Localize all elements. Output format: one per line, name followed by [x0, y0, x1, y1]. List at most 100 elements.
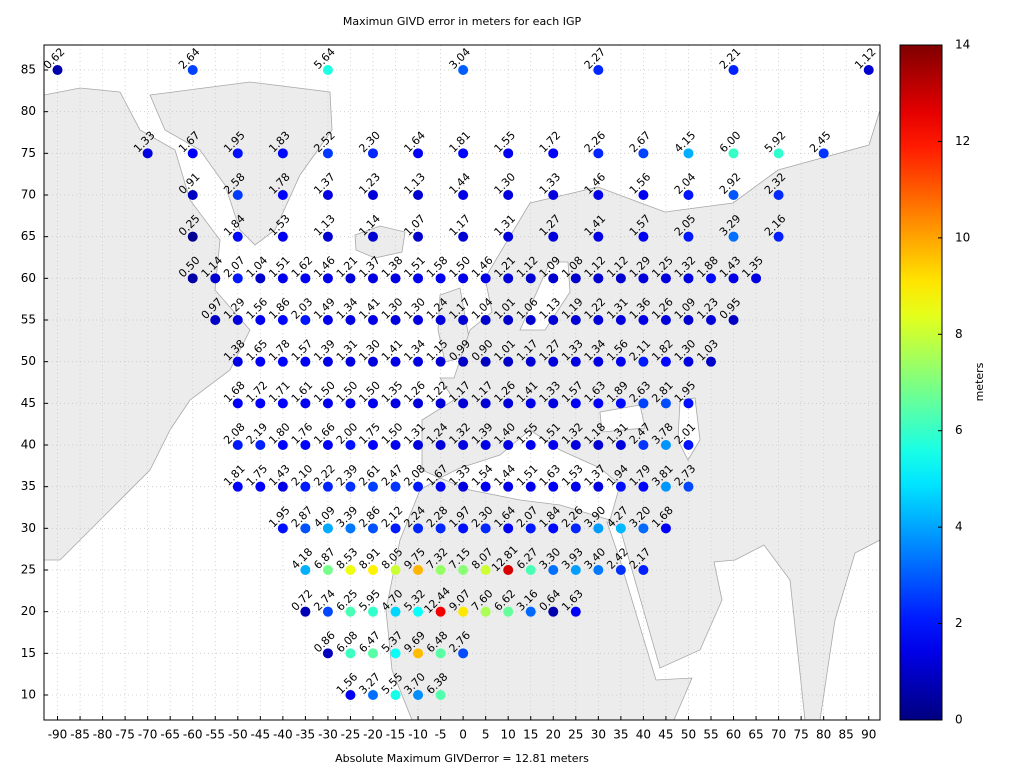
igp-point: [683, 398, 694, 409]
igp-point: [548, 190, 559, 200]
igp-point: [548, 315, 559, 325]
y-tick-label: 85: [21, 63, 36, 77]
x-tick-label: -30: [318, 728, 338, 742]
igp-point: [367, 481, 378, 492]
igp-point: [345, 690, 356, 700]
igp-point: [277, 190, 288, 200]
igp-point: [593, 523, 604, 534]
black-sea: [599, 404, 646, 433]
igp-point: [322, 398, 333, 409]
x-tick-label: -85: [70, 728, 90, 742]
x-tick-label: 20: [546, 728, 561, 742]
igp-point: [232, 440, 243, 450]
igp-point: [480, 565, 491, 575]
x-tick-label: -80: [93, 728, 113, 742]
igp-point: [413, 273, 424, 284]
x-tick-label: 85: [839, 728, 854, 742]
igp-point: [367, 440, 378, 450]
igp-point: [322, 190, 333, 200]
colorbar-tick-label: 10: [955, 230, 970, 244]
igp-point: [435, 648, 446, 659]
igp-point: [728, 273, 739, 284]
x-tick-label: -15: [386, 728, 406, 742]
igp-point: [322, 565, 333, 575]
igp-point: [548, 523, 559, 534]
igp-point: [255, 398, 266, 409]
y-tick-label: 45: [21, 396, 36, 410]
x-tick-label: 25: [568, 728, 583, 742]
igp-point: [458, 523, 469, 534]
igp-point: [593, 190, 604, 200]
igp-point: [660, 315, 671, 325]
y-tick-label: 65: [21, 229, 36, 243]
igp-point: [232, 398, 243, 409]
colorbar-tick-label: 6: [955, 423, 963, 437]
igp-point: [435, 565, 446, 575]
igp-point: [458, 148, 469, 159]
x-tick-label: 80: [816, 728, 831, 742]
igp-point: [480, 273, 491, 284]
igp-point: [277, 356, 288, 367]
igp-point: [548, 356, 559, 367]
igp-point: [548, 231, 559, 242]
igp-point: [322, 148, 333, 159]
igp-point: [255, 315, 266, 325]
igp-point: [300, 273, 311, 284]
igp-point: [345, 398, 356, 409]
igp-point: [570, 356, 581, 367]
igp-point: [615, 356, 626, 367]
igp-point: [593, 481, 604, 492]
igp-point: [593, 273, 604, 284]
igp-point: [638, 315, 649, 325]
igp-point: [367, 606, 378, 617]
igp-point: [615, 398, 626, 409]
y-tick-label: 60: [21, 271, 36, 285]
igp-point: [548, 565, 559, 575]
x-tick-label: 55: [703, 728, 718, 742]
igp-point: [435, 273, 446, 284]
y-tick-label: 80: [21, 104, 36, 118]
igp-point: [503, 231, 514, 242]
igp-point: [638, 398, 649, 409]
igp-point: [525, 273, 536, 284]
igp-point: [751, 273, 762, 284]
x-tick-label: -70: [138, 728, 158, 742]
colorbar-tick-label: 2: [955, 616, 963, 630]
igp-point: [503, 190, 514, 200]
igp-point: [413, 648, 424, 659]
igp-point: [525, 398, 536, 409]
igp-point: [232, 231, 243, 242]
x-tick-label: -10: [408, 728, 428, 742]
igp-point: [277, 440, 288, 450]
igp-point: [367, 315, 378, 325]
igp-point: [277, 481, 288, 492]
igp-point: [300, 523, 311, 534]
igp-point: [458, 440, 469, 450]
igp-point: [367, 356, 378, 367]
colorbar-tick-label: 8: [955, 327, 963, 341]
igp-point: [300, 481, 311, 492]
igp-point: [593, 148, 604, 159]
igp-point: [593, 356, 604, 367]
igp-point: [232, 315, 243, 325]
igp-point: [187, 231, 198, 242]
igp-point: [367, 648, 378, 659]
igp-point: [277, 315, 288, 325]
x-tick-label: 35: [613, 728, 628, 742]
x-tick-label: -75: [115, 728, 135, 742]
y-tick-label: 10: [21, 688, 36, 702]
igp-point: [683, 356, 694, 367]
igp-point: [413, 523, 424, 534]
igp-point: [638, 148, 649, 159]
x-tick-label: 50: [681, 728, 696, 742]
x-tick-label: -20: [363, 728, 383, 742]
y-tick-label: 20: [21, 604, 36, 618]
igp-point: [390, 565, 401, 575]
igp-point: [615, 315, 626, 325]
igp-point: [187, 148, 198, 159]
igp-point: [300, 398, 311, 409]
igp-point: [683, 481, 694, 492]
igp-point: [413, 315, 424, 325]
mediterranean: [439, 429, 621, 521]
